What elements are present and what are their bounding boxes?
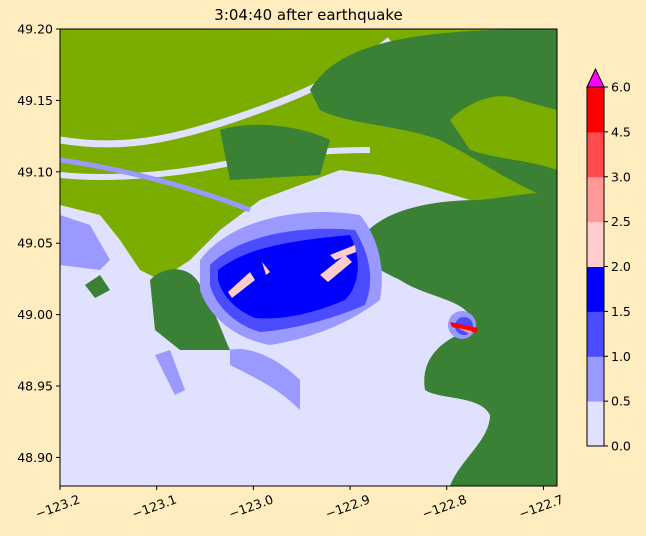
y-tick-label: 48.90 (17, 450, 53, 465)
colorbar-segment (587, 266, 604, 312)
colorbar-tick-label: 1.5 (611, 304, 631, 319)
x-tick-label: −122.9 (323, 492, 372, 522)
x-tick-label: −123.2 (33, 492, 82, 522)
inundation-0.5-1.0 (155, 350, 185, 395)
inundation-2.5-3.0 (458, 328, 472, 334)
tsawwassen-highland (150, 269, 230, 350)
x-axis: −123.2 −123.1 −123.0 −122.9 −122.8 −122.7 (33, 486, 565, 521)
colorbar-segment (587, 311, 604, 357)
y-tick-label: 48.95 (17, 379, 53, 394)
y-axis: 49.20 49.15 49.10 49.05 49.00 48.95 48.90 (17, 22, 60, 465)
x-tick-label: −123.1 (130, 492, 179, 522)
land-highland (220, 124, 330, 180)
inundation-2.0-2.5 (330, 245, 356, 260)
y-tick-label: 49.10 (17, 164, 53, 179)
plot-title: 3:04:40 after earthquake (214, 6, 403, 24)
colorbar-tick-label: 4.5 (611, 124, 631, 139)
land-highland (85, 275, 110, 298)
inundation-0.5-1.0 (230, 349, 300, 410)
x-tick-label: −123.0 (227, 492, 276, 522)
inundation-0.5-1.0 (60, 215, 110, 270)
colorbar-tick-label: 1.0 (611, 349, 631, 364)
inundation-1.5-2.0 (218, 235, 358, 319)
colorbar-segment (587, 87, 604, 133)
inundation-2.0-2.5 (320, 255, 352, 282)
y-tick-label: 49.00 (17, 307, 53, 322)
x-tick-label: −122.7 (517, 492, 566, 522)
land-lowland (450, 96, 557, 170)
river (60, 157, 251, 213)
colorbar-tick-label: 2.5 (611, 214, 631, 229)
y-tick-label: 49.20 (17, 22, 53, 37)
colorbar-tick-label: 6.0 (611, 80, 631, 95)
y-tick-label: 49.15 (17, 93, 53, 108)
colorbar-segment (587, 176, 604, 223)
colorbar: 0.0 0.5 1.0 1.5 2.0 2.5 3.0 4.5 6.0 (586, 67, 631, 454)
y-tick-label: 49.05 (17, 236, 53, 251)
colorbar-tick-label: 0.5 (611, 394, 631, 409)
plot-frame (59, 28, 558, 487)
map-area (60, 29, 557, 486)
colorbar-tick-label: 2.0 (611, 259, 631, 274)
colorbar-segment (587, 401, 604, 447)
colorbar-extend-arrow (586, 67, 605, 88)
colorbar-tick-label: 0.0 (611, 439, 631, 454)
x-tick-label: −122.8 (420, 492, 469, 522)
inundation-4.5-6.0 (450, 322, 478, 333)
land-highland (310, 29, 557, 200)
colorbar-segment (587, 221, 604, 267)
inundation-2.0-2.5 (228, 272, 255, 298)
colorbar-segment (587, 356, 604, 402)
inundation-2.0-2.5 (262, 262, 270, 275)
colorbar-segment (587, 131, 604, 178)
colorbar-tick-label: 3.0 (611, 169, 631, 184)
